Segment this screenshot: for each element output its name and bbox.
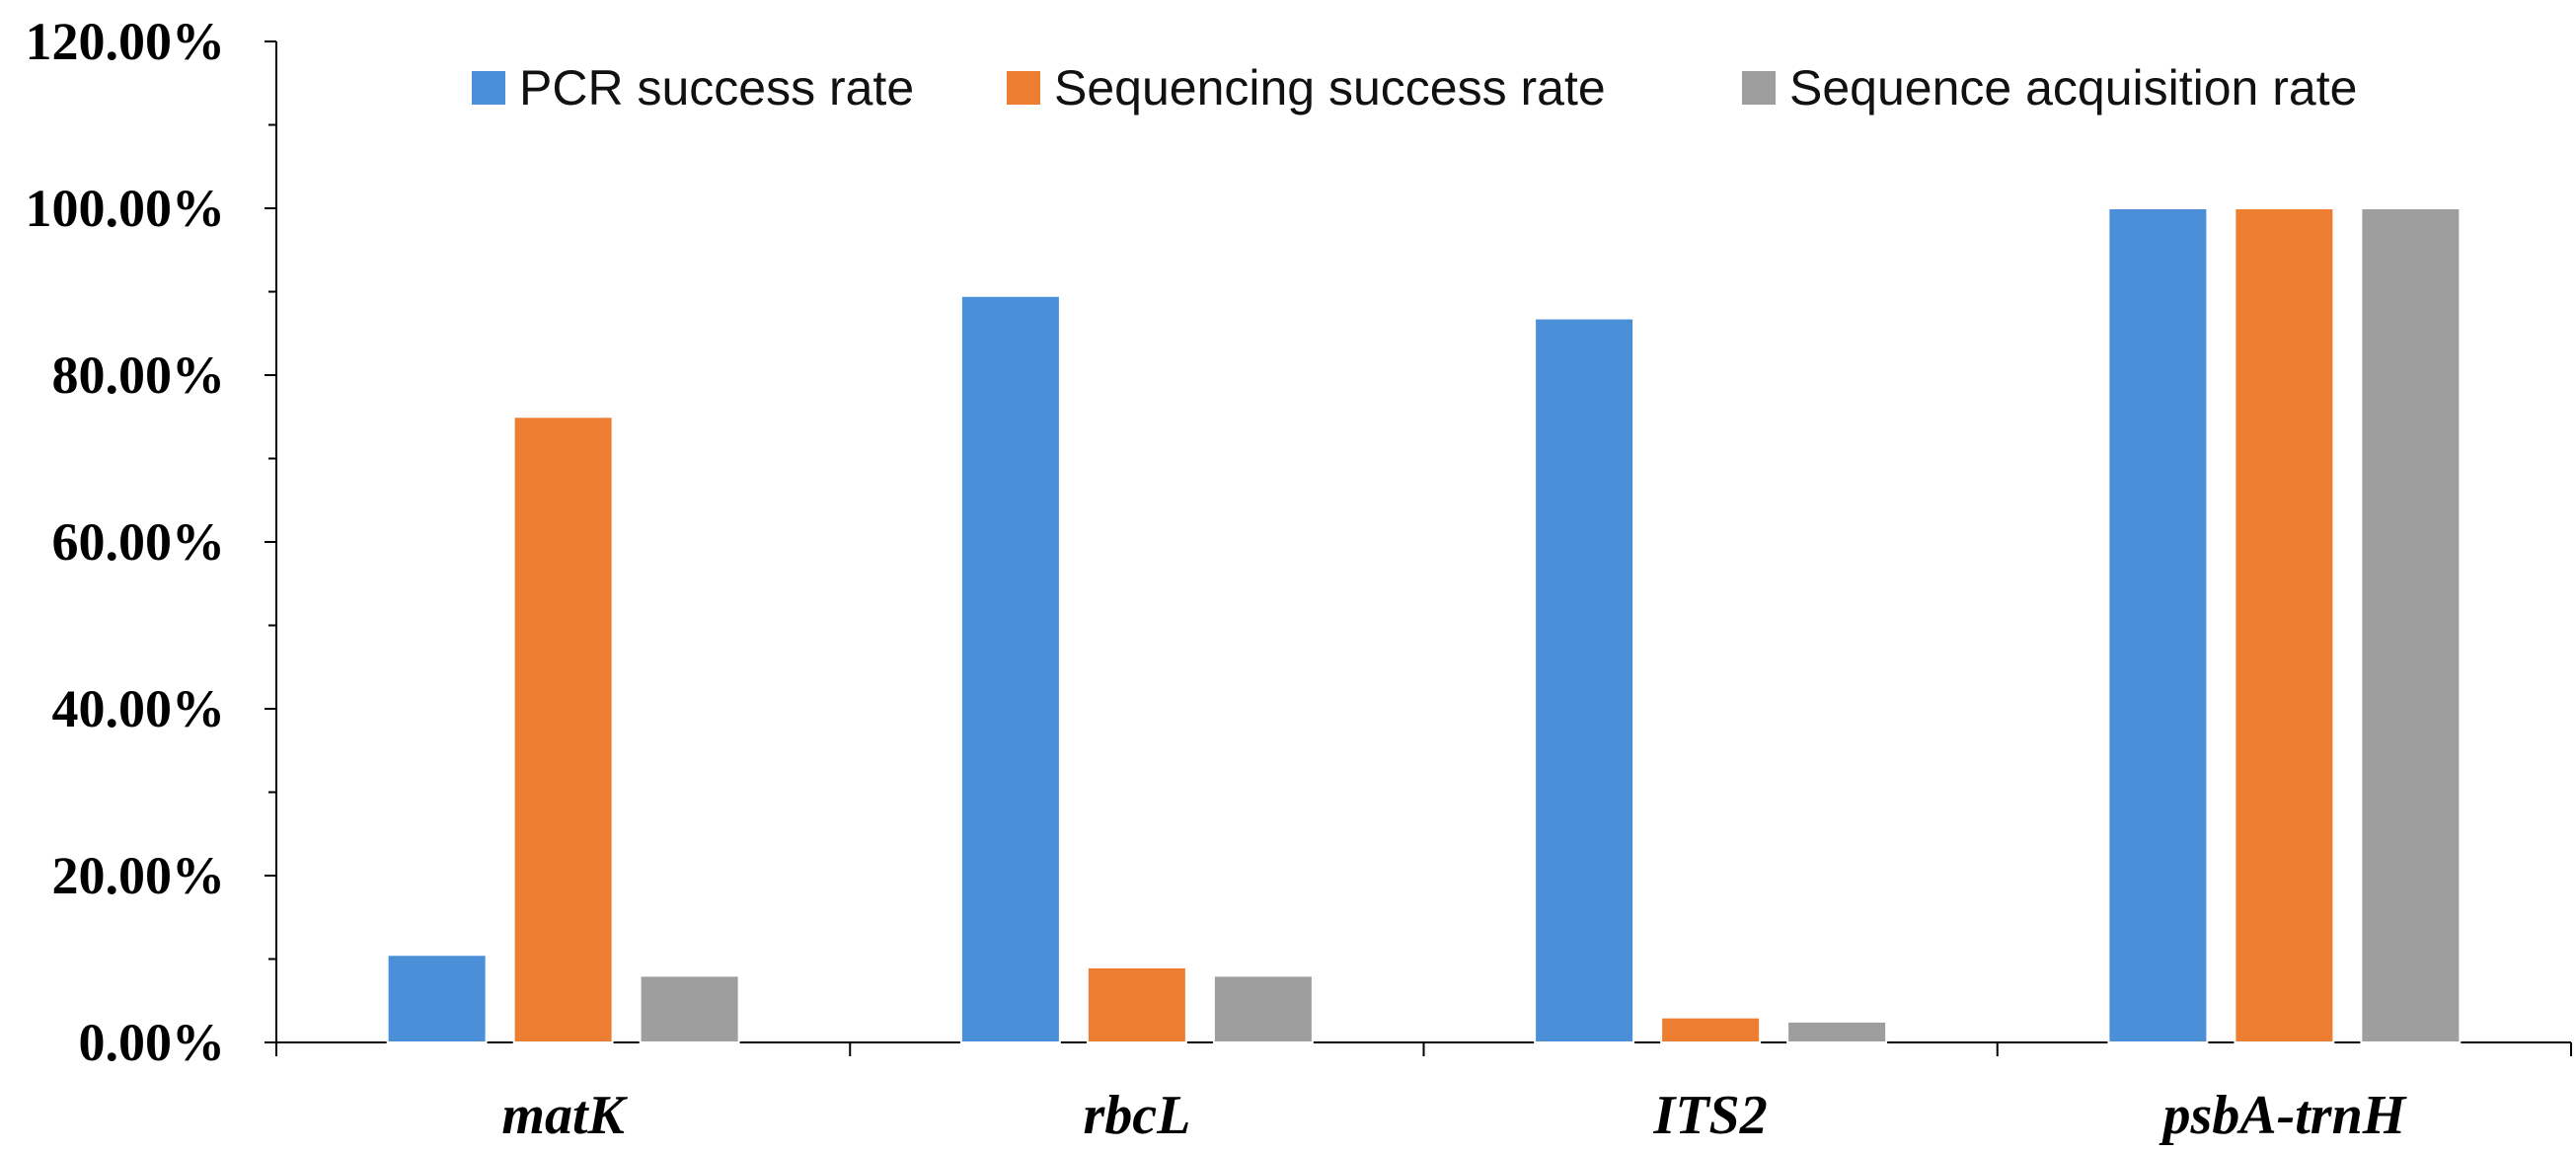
legend-swatch xyxy=(472,71,505,105)
bar-psbA-trnH-pcr-success-rate xyxy=(2107,207,2209,1043)
bar-matK-pcr-success-rate xyxy=(386,954,488,1044)
bar-ITS2-pcr-success-rate xyxy=(1534,317,1635,1044)
bars-layer xyxy=(386,207,2462,1044)
bar-psbA-trnH-sequence-acquisition-rate xyxy=(2360,207,2462,1043)
x-category-label: matK xyxy=(501,1085,628,1146)
x-category-label: ITS2 xyxy=(1653,1085,1768,1146)
x-category-label: psbA-trnH xyxy=(2159,1085,2406,1146)
y-tick-labels: 0.00% 20.00% 40.00% 60.00% 80.00% 100.00% 120.… xyxy=(26,12,226,1072)
bar-matK-sequence-acquisition-rate xyxy=(639,974,740,1044)
x-category-label: rbcL xyxy=(1083,1085,1190,1146)
legend: PCR success rate Sequencing success rate S… xyxy=(472,60,2357,115)
bar-rbcL-pcr-success-rate xyxy=(959,294,1061,1044)
bar-ITS2-sequence-acquisition-rate xyxy=(1786,1020,1888,1043)
y-tick-label: 0.00% xyxy=(79,1013,226,1072)
x-category-labels: matK rbcL ITS2 psbA-trnH xyxy=(501,1085,2406,1146)
y-tick-label: 40.00% xyxy=(52,679,226,738)
bar-matK-sequencing-success-rate xyxy=(512,416,614,1043)
legend-label: Sequencing success rate xyxy=(1054,60,1606,115)
legend-label: Sequence acquisition rate xyxy=(1789,60,2357,115)
bar-rbcL-sequencing-success-rate xyxy=(1086,965,1187,1044)
legend-swatch xyxy=(1007,71,1040,105)
y-tick-label: 20.00% xyxy=(52,846,226,905)
y-tick-label: 80.00% xyxy=(52,346,226,405)
legend-label: PCR success rate xyxy=(519,60,914,115)
y-tick-label: 100.00% xyxy=(26,179,226,238)
bar-psbA-trnH-sequencing-success-rate xyxy=(2234,207,2335,1043)
y-tick-label: 120.00% xyxy=(26,12,226,71)
y-tick-label: 60.00% xyxy=(52,512,226,572)
legend-swatch xyxy=(1742,71,1776,105)
bar-ITS2-sequencing-success-rate xyxy=(1660,1016,1762,1044)
bar-rbcL-sequence-acquisition-rate xyxy=(1212,974,1314,1044)
